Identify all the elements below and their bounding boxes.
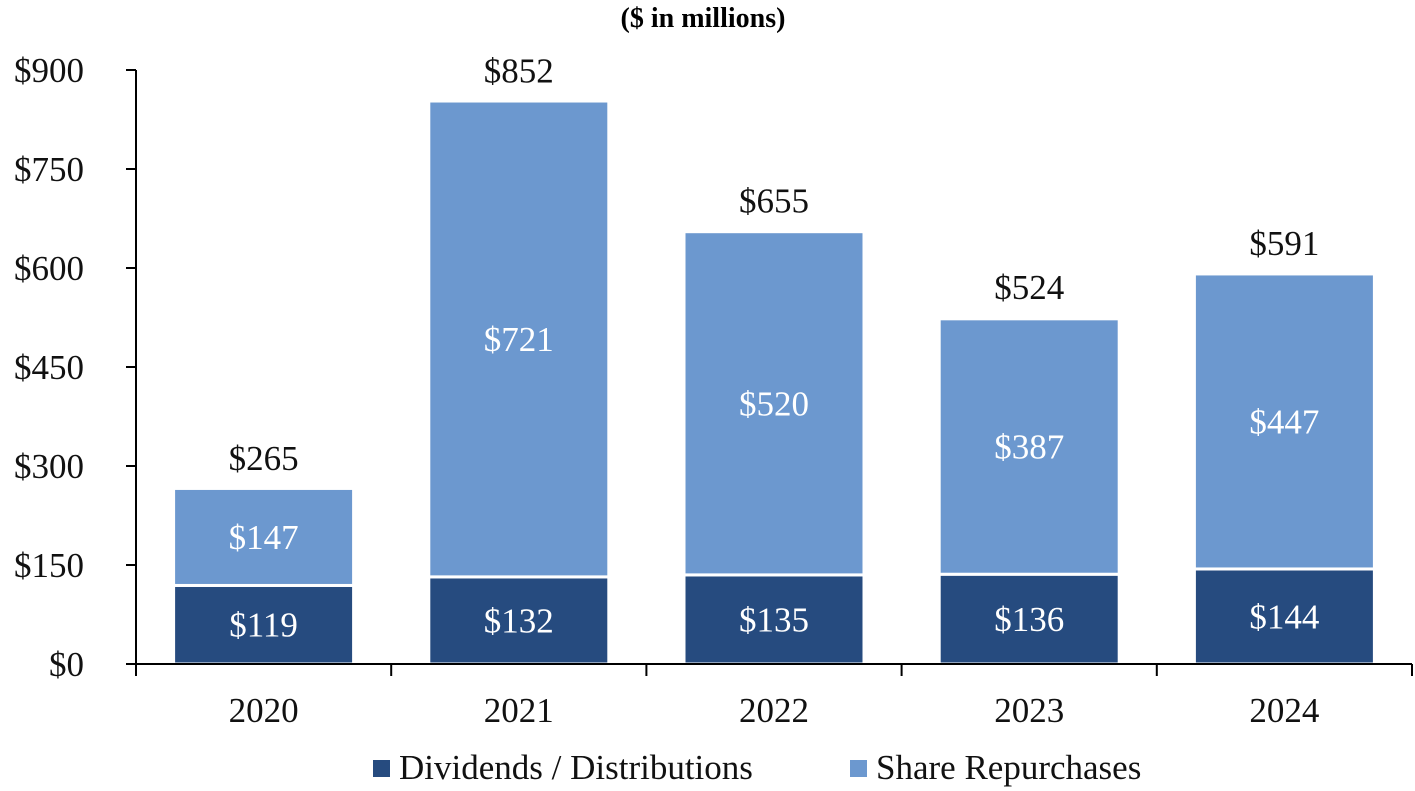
segment-value-label: $147 [229, 518, 299, 557]
y-tick-label: $300 [14, 447, 84, 486]
y-tick-label: $0 [49, 645, 84, 684]
bar-segment-dividends-2021 [427, 575, 611, 666]
chart-subtitle: ($ in millions) [621, 3, 786, 34]
total-value-label: $655 [739, 182, 809, 221]
x-tick-label: 2023 [994, 691, 1064, 730]
total-value-label: $265 [229, 439, 299, 478]
y-tick-label: $750 [14, 150, 84, 189]
segment-value-label: $447 [1249, 402, 1319, 441]
segment-value-label: $721 [484, 320, 554, 359]
bar-segment-repurchases-2021 [427, 99, 611, 579]
legend-label: Dividends / Distributions [399, 748, 753, 787]
bars: $119 $147 $265 $132 $721 $852 $135 $520 $655 $136… [172, 52, 1376, 666]
x-tick-label: 2024 [1249, 691, 1319, 730]
bar-segment-repurchases-2022 [682, 230, 866, 577]
legend-swatch [850, 760, 867, 777]
x-axis: 2020 2021 2022 2023 2024 [126, 663, 1413, 730]
y-tick-label: $900 [14, 51, 84, 90]
legend-swatch [373, 760, 390, 777]
segment-value-label: $119 [229, 606, 298, 645]
segment-value-label: $520 [739, 384, 809, 423]
bar-segment-dividends-2022 [682, 573, 866, 666]
total-value-label: $524 [994, 268, 1064, 307]
legend-label: Share Repurchases [876, 748, 1141, 787]
bar-segment-repurchases-2024 [1192, 272, 1376, 571]
segment-value-label: $387 [994, 428, 1064, 467]
legend: Dividends / Distributions Share Repurchas… [373, 748, 1141, 787]
x-tick-label: 2021 [484, 691, 554, 730]
segment-value-label: $132 [484, 601, 554, 640]
y-tick-label: $600 [14, 249, 84, 288]
x-tick-label: 2020 [229, 691, 299, 730]
x-tick-label: 2022 [739, 691, 809, 730]
y-axis: $0 $150 $300 $450 $600 $750 $900 [14, 51, 137, 684]
segment-value-label: $136 [994, 600, 1064, 639]
total-value-label: $852 [484, 52, 554, 91]
segment-value-label: $144 [1249, 597, 1319, 636]
bar-segment-dividends-2020 [172, 583, 356, 666]
bar-segment-repurchases-2023 [937, 317, 1121, 576]
y-tick-label: $450 [14, 348, 84, 387]
total-value-label: $591 [1249, 224, 1319, 263]
bar-segment-repurchases-2020 [172, 486, 356, 587]
y-tick-label: $150 [14, 546, 84, 585]
segment-value-label: $135 [739, 600, 809, 639]
